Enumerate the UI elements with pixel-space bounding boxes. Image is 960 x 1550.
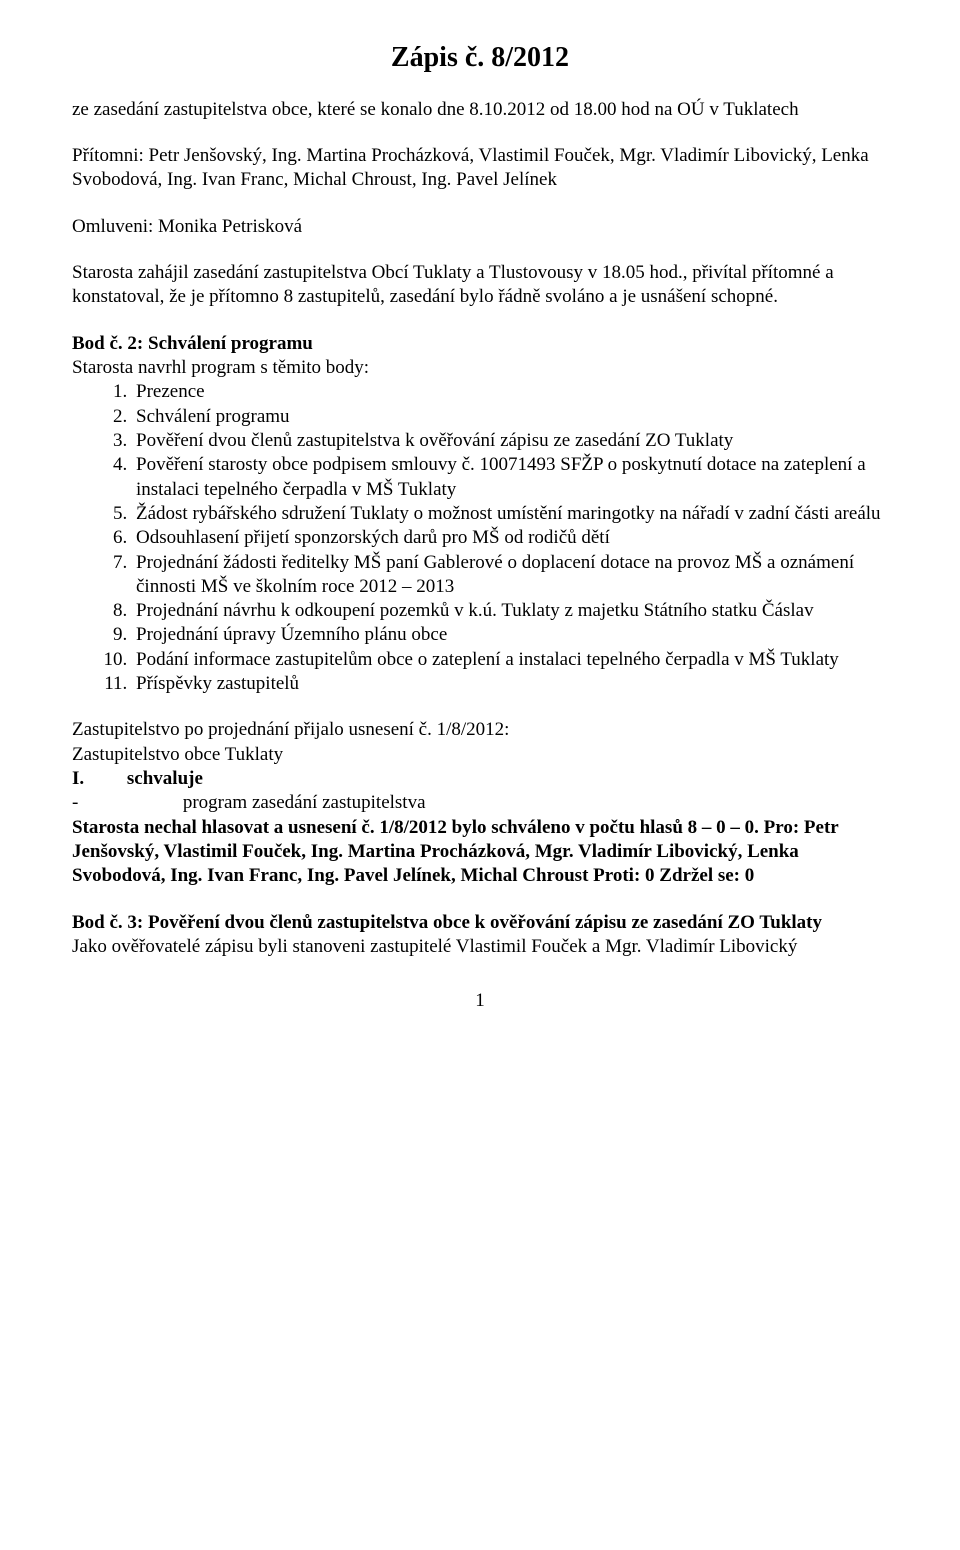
program-item: Schválení programu [132,405,888,429]
program-item: Prezence [132,380,888,404]
program-item: Pověření dvou členů zastupitelstva k ově… [132,429,888,453]
usneseni-schvaluje-line: I. schvaluje [72,767,888,791]
program-item: Žádost rybářského sdružení Tuklaty o mož… [132,502,888,526]
program-list: Prezence Schválení programu Pověření dvo… [72,380,888,696]
hlasovani-text: Starosta nechal hlasovat a usnesení č. 1… [72,816,888,889]
bod2-heading: Bod č. 2: Schválení programu [72,332,888,356]
pritomni-paragraph: Přítomni: Petr Jenšovský, Ing. Martina P… [72,144,888,193]
usneseni-obec: Zastupitelstvo obce Tuklaty [72,743,888,767]
bod3-section: Bod č. 3: Pověření dvou členů zastupitel… [72,911,888,960]
roman-numeral: I. [72,768,84,789]
program-item: Odsouhlasení přijetí sponzorských darů p… [132,526,888,550]
schvaluje-word: schvaluje [127,768,203,789]
bod2-section: Bod č. 2: Schválení programu Starosta na… [72,332,888,697]
bod3-heading: Bod č. 3: Pověření dvou členů zastupitel… [72,911,888,935]
page-number: 1 [72,989,888,1013]
omluveni-paragraph: Omluveni: Monika Petrisková [72,215,888,239]
document-title: Zápis č. 8/2012 [72,40,888,76]
bod2-subtext: Starosta navrhl program s těmito body: [72,356,888,380]
program-item: Projednání návrhu k odkoupení pozemků v … [132,599,888,623]
program-item: Projednání žádosti ředitelky MŠ paní Gab… [132,551,888,600]
program-item: Podání informace zastupitelům obce o zat… [132,648,888,672]
usneseni-section: Zastupitelstvo po projednání přijalo usn… [72,718,888,888]
program-item: Příspěvky zastupitelů [132,672,888,696]
zahajeni-paragraph: Starosta zahájil zasedání zastupitelstva… [72,261,888,310]
bod3-text: Jako ověřovatelé zápisu byli stanoveni z… [72,935,888,959]
usneseni-program-text: program zasedání zastupitelstva [183,792,426,813]
document-page: Zápis č. 8/2012 ze zasedání zastupitelst… [0,0,960,1034]
program-item: Projednání úpravy Územního plánu obce [132,623,888,647]
usneseni-intro: Zastupitelstvo po projednání přijalo usn… [72,718,888,742]
usneseni-program-line: - program zasedání zastupitelstva [72,791,888,815]
program-item: Pověření starosty obce podpisem smlouvy … [132,453,888,502]
intro-paragraph: ze zasedání zastupitelstva obce, které s… [72,98,888,122]
